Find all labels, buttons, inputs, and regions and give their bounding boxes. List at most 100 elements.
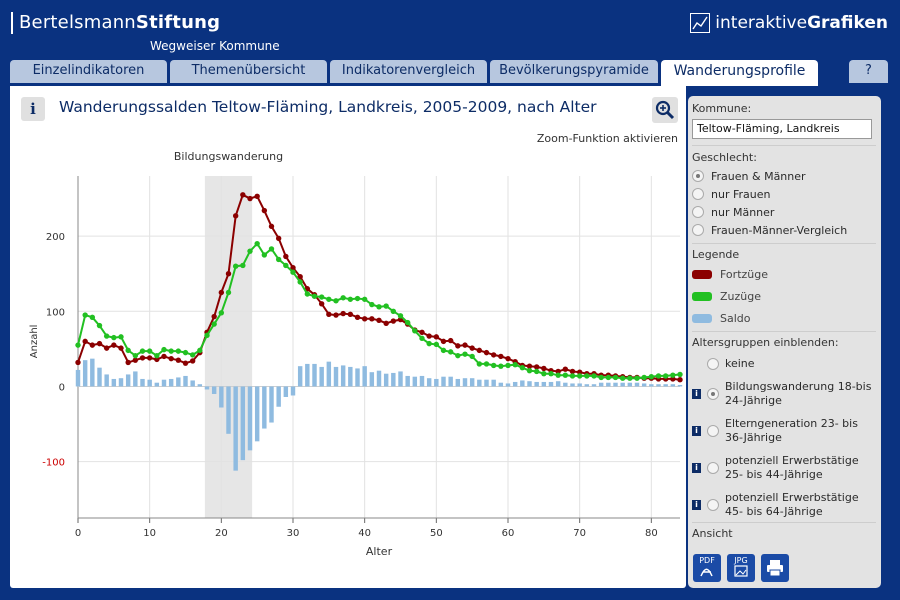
info-button[interactable]: i (21, 97, 45, 121)
zuzuege-point (591, 373, 597, 379)
zuzuege-point (584, 373, 590, 379)
saldo-bar (462, 378, 468, 387)
export-jpg-button[interactable]: JPG (727, 554, 755, 582)
fortzuege-point (225, 271, 232, 277)
fortzuege-point (232, 213, 239, 219)
tab-einzelindikatoren[interactable]: Einzelindikatoren (10, 60, 167, 83)
radio-icon[interactable] (707, 387, 719, 400)
zoom-button[interactable] (652, 97, 678, 123)
zuzuege-point (576, 373, 583, 379)
zuzuege-point (655, 373, 662, 379)
saldo-bar (477, 379, 482, 387)
altersgruppe-option[interactable]: i potenziell Erwerbstätige 25- bis 44-Jähr… (692, 449, 876, 486)
info-icon[interactable]: i (692, 425, 701, 436)
zuzuege-point (340, 295, 346, 301)
fortzuege-point (82, 338, 88, 345)
zuzuege-point (426, 340, 432, 347)
fortzuege-point (383, 320, 389, 327)
pdf-icon (700, 568, 713, 577)
fortzuege-point (297, 274, 303, 280)
saldo-bar (405, 375, 410, 387)
zuzuege-point (476, 361, 483, 367)
zuzuege-point (275, 256, 282, 263)
saldo-bar (491, 379, 496, 387)
igraf-light: interaktive (715, 13, 808, 33)
radio-icon[interactable] (692, 188, 704, 200)
fortzuege-point (290, 265, 296, 271)
saldo-bar (591, 384, 597, 387)
info-icon[interactable]: i (692, 499, 701, 510)
x-tick-label: 80 (645, 528, 658, 539)
saldo-bar (376, 370, 382, 387)
saldo-bar (584, 384, 590, 387)
altersgruppe-option[interactable]: i Bildungswanderung 18-bis 24-Jährige (692, 375, 876, 412)
saldo-bar (563, 382, 568, 387)
fortzuege-point (211, 313, 217, 320)
tab-indikatorenvergleich[interactable]: Indikatorenvergleich (330, 60, 487, 83)
fortzuege-point (247, 195, 253, 202)
bertelsmann-stiftung-logo: BertelsmannStiftung (11, 12, 220, 34)
zuzuege-point (483, 361, 490, 367)
saldo-bar (512, 381, 518, 387)
tab-themenuebersicht[interactable]: Themenübersicht (170, 60, 327, 83)
saldo-bar (262, 386, 267, 429)
brand-light: Bertelsmann (19, 12, 136, 33)
saldo-bar (577, 383, 582, 387)
fortzuege-point (218, 289, 225, 296)
y-tick-label: 0 (59, 382, 65, 393)
fortzuege-point (318, 301, 325, 307)
geschlecht-option[interactable]: Frauen-Männer-Vergleich (692, 221, 876, 239)
kommune-label: Kommune: (692, 102, 752, 115)
fortzuege-point (541, 365, 547, 372)
zuzuege-point (218, 310, 225, 316)
fortzuege-point (433, 334, 440, 340)
saldo-bar (677, 384, 683, 387)
radio-icon[interactable] (692, 224, 704, 236)
fortzuege-point (240, 192, 246, 198)
fortzuege-point (376, 317, 382, 324)
zuzuege-point (347, 296, 354, 302)
saldo-bar (570, 383, 575, 387)
saldo-bar (613, 382, 618, 387)
zuzuege-point (82, 312, 88, 318)
geschlecht-option[interactable]: nur Männer (692, 203, 876, 221)
fortzuege-point (189, 358, 196, 364)
altersgruppe-option[interactable]: i Elterngeneration 23- bis 36-Jährige (692, 412, 876, 449)
tab-bevoelkerungspyramide[interactable]: Bevölkerungspyramide (490, 60, 658, 83)
fortzuege-point (476, 347, 483, 354)
printer-icon (767, 560, 783, 577)
fortzuege-line (77, 193, 681, 381)
saldo-bar (505, 383, 511, 387)
saldo-bar (247, 386, 253, 451)
radio-icon[interactable] (707, 461, 719, 474)
altersgruppe-option-keine[interactable]: keine (692, 353, 876, 375)
tab-wanderungsprofile[interactable]: Wanderungsprofile (661, 60, 818, 86)
zuzuege-point (376, 304, 382, 310)
radio-icon[interactable] (692, 206, 704, 218)
zoom-function-label[interactable]: Zoom-Funktion aktivieren (536, 132, 678, 145)
info-icon[interactable]: i (692, 462, 701, 473)
fortzuege-point (275, 235, 282, 242)
fortzuege-point (161, 353, 167, 360)
chart-logo-icon (690, 13, 711, 33)
kommune-input[interactable]: Teltow-Fläming, Landkreis (692, 119, 872, 139)
x-tick-label: 0 (75, 528, 81, 539)
info-icon[interactable]: i (692, 388, 701, 399)
print-button[interactable] (761, 554, 789, 582)
geschlecht-option[interactable]: Frauen & Männer (692, 167, 876, 185)
saldo-bar (448, 376, 453, 387)
altersgruppe-option[interactable]: i potenziell Erwerbstätige 45- bis 64-Jähr… (692, 486, 876, 523)
help-button[interactable]: ? (849, 60, 888, 83)
radio-icon[interactable] (692, 170, 704, 182)
zuzuege-point (161, 346, 167, 353)
chart-panel: i Wanderungssalden Teltow-Fläming, Landk… (10, 86, 686, 588)
radio-icon[interactable] (707, 498, 719, 511)
fortzuege-point (89, 342, 96, 348)
radio-icon[interactable] (707, 424, 719, 437)
radio-icon[interactable] (707, 358, 719, 370)
fortzuege-point (369, 316, 375, 322)
geschlecht-option[interactable]: nur Frauen (692, 185, 876, 203)
zuzuege-point (290, 269, 296, 275)
export-pdf-button[interactable]: PDF (693, 554, 721, 582)
zuzuege-point (619, 375, 626, 381)
